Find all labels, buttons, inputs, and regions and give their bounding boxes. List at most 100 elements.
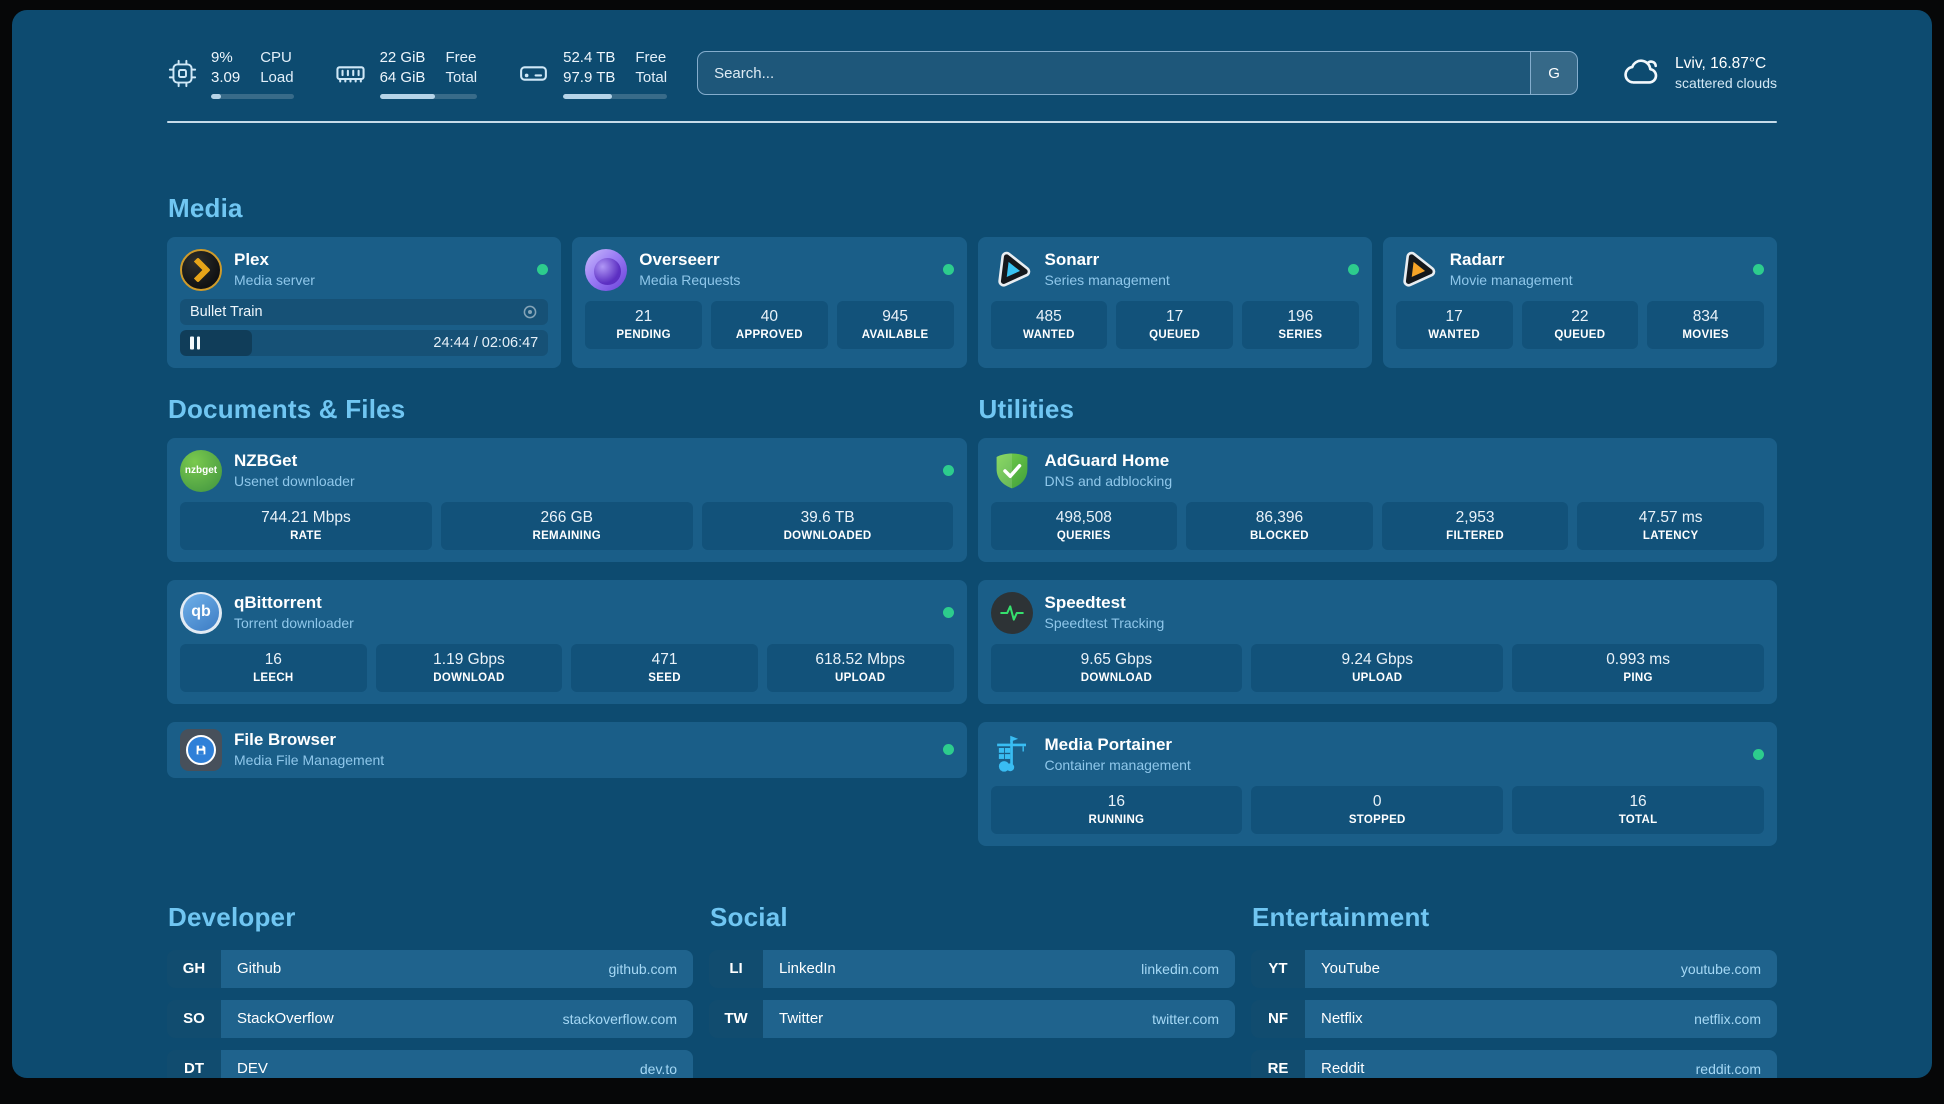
stat-box: 196 SERIES [1242,300,1359,349]
stat-value: 0 [1372,792,1382,810]
bookmark-body: DEV dev.to [221,1049,693,1078]
stat-value: 945 [882,307,909,325]
bookmark-item[interactable]: NF Netflix netflix.com [1251,999,1777,1038]
bookmark-item[interactable]: DT DEV dev.to [167,1049,693,1078]
bookmark-abbr: TW [709,999,763,1038]
stat-label: WANTED [1023,328,1075,341]
service-card-filebrowser[interactable]: File Browser Media File Management [167,721,967,778]
service-card-radarr[interactable]: Radarr Movie management 17 WANTED 22 QUEUED… [1382,236,1777,368]
stat-value: 2,953 [1455,508,1495,526]
stat-label: LEECH [253,671,294,684]
service-name: Speedtest [1044,593,1126,613]
search-provider-button[interactable]: G [1530,52,1578,95]
disk-progress-fill [563,93,612,99]
bookmark-name: Netflix [1321,1010,1363,1027]
service-description: Container management [1044,757,1191,774]
bookmark-item[interactable]: TW Twitter twitter.com [709,999,1235,1038]
bookmark-item[interactable]: LI LinkedIn linkedin.com [709,949,1235,988]
disk-progress-track [563,93,668,99]
stat-value: 16 [1629,792,1647,810]
section-title-developer: Developer [168,901,296,932]
stat-box: 39.6 TB DOWNLOADED [701,501,954,550]
stat-value: 17 [1166,307,1184,325]
homepage-dashboard: 9% 3.09 CPU Load [12,10,1932,1078]
stat-label: TOTAL [1618,813,1658,826]
memory-free-label: Free [445,49,477,66]
stat-value: 40 [760,307,778,325]
service-card-qbittorrent[interactable]: qb qBittorrent Torrent downloader 16 LEEC… [167,579,967,704]
status-dot [942,607,954,618]
service-card-adguard[interactable]: AdGuard Home DNS and adblocking 498,508 Q… [977,437,1777,562]
service-description: Media Requests [639,272,741,289]
bookmark-item[interactable]: RE Reddit reddit.com [1251,1049,1777,1078]
bookmark-url: netflix.com [1694,1010,1761,1027]
bookmark-body: Twitter twitter.com [763,999,1235,1038]
disk-icon [517,57,550,90]
stat-label: APPROVED [735,328,803,341]
stat-box: 618.52 Mbps UPLOAD [766,643,954,692]
service-card-plex[interactable]: Plex Media server Bullet Train 24:44 / 0 [167,236,562,368]
section-utilities: Utilities [977,394,1777,846]
bookmark-url: youtube.com [1680,960,1761,977]
bookmark-item[interactable]: SO StackOverflow stackoverflow.com [167,999,693,1038]
stat-value: 21 [635,307,653,325]
weather-location: Lviv, 16.87°C [1675,54,1767,72]
section-title-entertainment: Entertainment [1252,901,1430,932]
radarr-icon [1396,249,1438,291]
stat-label: DOWNLOAD [433,671,505,684]
search-input[interactable] [698,52,1531,95]
now-playing-title: Bullet Train [190,303,263,320]
session-view-icon [523,305,537,318]
cpu-icon [167,58,198,89]
stat-label: SERIES [1278,328,1323,341]
stat-box: 16 RUNNING [990,785,1243,834]
stat-label: PING [1623,671,1653,684]
stat-label: SEED [648,671,681,684]
bookmark-name: StackOverflow [237,1010,334,1027]
stat-value: 17 [1445,307,1463,325]
stat-box: 498,508 QUERIES [990,501,1178,550]
bookmark-item[interactable]: YT YouTube youtube.com [1251,949,1777,988]
stat-box: 21 PENDING [585,300,702,349]
stat-box: 834 MOVIES [1647,300,1764,349]
section-media: Media Plex Media server Bullet Train [167,193,1777,368]
service-card-speedtest[interactable]: Speedtest Speedtest Tracking 9.65 Gbps DO… [977,579,1777,704]
section-title-social: Social [710,901,788,932]
stat-box: 22 QUEUED [1521,300,1639,349]
stat-value: 39.6 TB [800,508,855,526]
stat-label: PENDING [616,328,671,341]
stat-label: QUEUED [1149,328,1201,341]
bookmark-item[interactable]: GH Github github.com [167,949,693,988]
service-description: Movie management [1449,272,1573,289]
service-name: qBittorrent [234,593,322,613]
service-card-overseerr[interactable]: Overseerr Media Requests 21 PENDING 40 APPR… [572,236,967,368]
memory-total-value: 64 GiB [379,69,426,87]
service-description: Torrent downloader [234,615,354,632]
nzbget-icon-text: nzbget [184,465,218,476]
qbittorrent-icon: qb [180,591,222,634]
service-card-portainer[interactable]: Media Portainer Container management 16 R… [977,721,1777,846]
stat-label: REMAINING [532,529,601,542]
cpu-usage-value: 9% [211,49,233,66]
bookmark-body: Reddit reddit.com [1305,1049,1777,1078]
service-description: Media server [234,272,315,289]
stat-box: 47.57 ms LATENCY [1577,501,1764,550]
stat-value: 22 [1571,307,1589,325]
bookmark-list: YT YouTube youtube.com NF Netflix netflix.com… [1251,949,1777,1078]
stat-label: RUNNING [1088,813,1145,826]
cpu-monitor: 9% 3.09 CPU Load [167,48,294,99]
stat-box: 1.19 Gbps DOWNLOAD [375,643,563,692]
memory-total-label: Total [445,69,478,87]
bookmark-group-entertainment: Entertainment YT YouTube youtube.com NF Netf… [1251,901,1777,1078]
stat-label: RATE [290,529,322,542]
stat-box: 485 WANTED [990,300,1108,349]
stat-box: 17 QUEUED [1116,300,1233,349]
plex-icon [180,248,222,291]
top-bar: 9% 3.09 CPU Load [167,48,1777,99]
service-card-nzbget[interactable]: nzbget NZBGet Usenet downloader 744.21 M… [167,437,967,562]
bookmark-abbr: GH [167,949,221,988]
cpu-progress-track [211,93,294,99]
service-card-sonarr[interactable]: Sonarr Series management 485 WANTED 17 QUEU… [977,236,1372,368]
bookmark-url: linkedin.com [1141,960,1219,977]
